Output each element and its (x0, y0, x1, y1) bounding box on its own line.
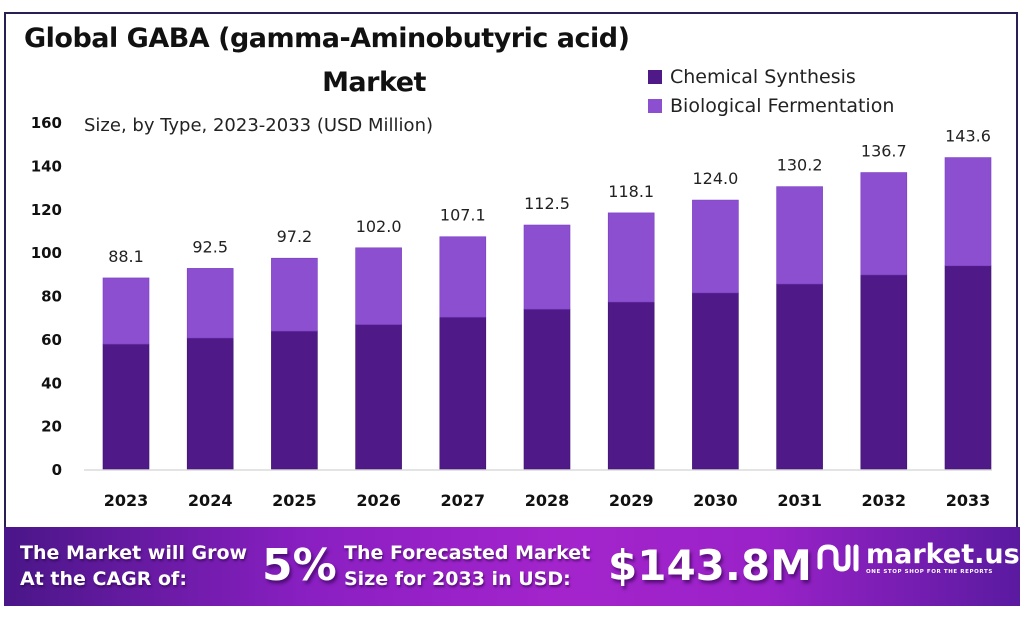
x-tick-label: 2028 (525, 491, 570, 510)
y-tick-label: 100 (31, 244, 62, 262)
x-tick-label: 2024 (188, 491, 233, 510)
bar-biological-fermentation-2028 (523, 224, 571, 310)
y-tick-label: 40 (41, 374, 62, 392)
data-label-total-2027: 107.1 (440, 206, 486, 225)
cagr-value: 5% (262, 540, 337, 591)
bar-biological-fermentation-2027 (439, 236, 487, 318)
bar-chemical-synthesis-2025 (271, 330, 318, 470)
bar-biological-fermentation-2031 (776, 186, 823, 285)
bar-biological-fermentation-2023 (102, 277, 150, 345)
data-label-total-2033: 143.6 (945, 127, 991, 146)
brand-name: market.us (866, 539, 1020, 570)
data-label-total-2025: 97.2 (277, 227, 313, 246)
chart-subtitle: Size, by Type, 2023-2033 (USD Million) (84, 115, 433, 136)
legend: Chemical Synthesis Biological Fermentati… (648, 62, 894, 120)
bar-chemical-synthesis-2024 (186, 337, 234, 470)
bar-chemical-synthesis-2031 (776, 283, 823, 470)
x-tick-label: 2031 (777, 491, 822, 510)
legend-swatch-biological-fermentation (648, 98, 662, 113)
brand-tagline: ONE STOP SHOP FOR THE REPORTS (866, 569, 993, 575)
legend-swatch-chemical-synthesis (648, 69, 662, 84)
legend-label: Chemical Synthesis (670, 65, 856, 88)
bar-biological-fermentation-2032 (860, 172, 908, 276)
summary-banner: The Market will Grow At the CAGR of: 5% … (4, 527, 1020, 606)
bar-biological-fermentation-2030 (692, 199, 739, 294)
data-label-total-2030: 124.0 (692, 169, 738, 188)
y-tick-label: 60 (41, 331, 62, 349)
bar-biological-fermentation-2029 (607, 212, 655, 303)
bar-chemical-synthesis-2028 (523, 308, 571, 470)
x-tick-label: 2027 (441, 491, 486, 510)
chart-title: Global GABA (gamma-Aminobutyric acid) Ma… (24, 22, 714, 100)
bar-chemical-synthesis-2029 (607, 301, 655, 470)
market-us-logo-icon (817, 544, 859, 572)
x-tick-label: 2026 (356, 491, 401, 510)
forecast-caption-line2: Size for 2033 in USD: (344, 568, 571, 590)
data-label-total-2024: 92.5 (192, 237, 228, 256)
forecast-caption: The Forecasted Market Size for 2033 in U… (344, 540, 590, 592)
data-label-total-2028: 112.5 (524, 194, 570, 213)
bar-biological-fermentation-2026 (355, 247, 402, 325)
bar-chemical-synthesis-2032 (860, 274, 908, 470)
bar-biological-fermentation-2025 (271, 257, 318, 332)
chart-title-line1: Global GABA (gamma-Aminobutyric acid) (24, 23, 630, 54)
data-label-total-2029: 118.1 (608, 182, 654, 201)
cagr-caption: The Market will Grow At the CAGR of: (20, 540, 247, 592)
bar-chart: 0 20 40 60 80 100 120 140 160 88.1 2023 92.5 2024 97.… (31, 114, 992, 510)
x-tick-label: 2025 (272, 491, 317, 510)
y-tick-label: 140 (31, 157, 62, 175)
x-tick-label: 2030 (693, 491, 738, 510)
data-label-total-2031: 130.2 (777, 156, 823, 175)
brand-logo: market.us ONE STOP SHOP FOR THE REPORTS (816, 541, 1020, 575)
y-tick-label: 20 (41, 418, 62, 436)
y-tick-label: 0 (52, 461, 62, 479)
x-tick-label: 2032 (862, 491, 907, 510)
cagr-caption-line2: At the CAGR of: (20, 568, 187, 590)
legend-label: Biological Fermentation (670, 94, 895, 117)
chart-title-line2: Market (322, 67, 426, 98)
data-label-total-2032: 136.7 (861, 142, 907, 161)
bar-chemical-synthesis-2023 (102, 343, 150, 470)
legend-item-chemical-synthesis: Chemical Synthesis (648, 62, 894, 91)
x-tick-label: 2029 (609, 491, 654, 510)
chart-frame (4, 12, 1018, 527)
legend-item-biological-fermentation: Biological Fermentation (648, 91, 894, 120)
forecast-caption-line1: The Forecasted Market (344, 542, 591, 564)
forecast-value: $143.8M (608, 541, 812, 590)
bar-chemical-synthesis-2033 (944, 265, 992, 470)
bar-chemical-synthesis-2026 (355, 324, 402, 470)
cagr-caption-line1: The Market will Grow (20, 542, 248, 564)
data-label-total-2023: 88.1 (108, 247, 144, 266)
x-tick-label: 2023 (104, 491, 149, 510)
y-tick-label: 80 (41, 288, 62, 306)
x-tick-label: 2033 (946, 491, 991, 510)
bar-biological-fermentation-2024 (186, 268, 234, 339)
bar-biological-fermentation-2033 (944, 157, 992, 267)
data-label-total-2026: 102.0 (356, 217, 402, 236)
bar-chemical-synthesis-2027 (439, 316, 487, 470)
bar-chemical-synthesis-2030 (692, 292, 739, 470)
y-tick-label: 120 (31, 201, 62, 219)
y-tick-label: 160 (31, 114, 62, 132)
